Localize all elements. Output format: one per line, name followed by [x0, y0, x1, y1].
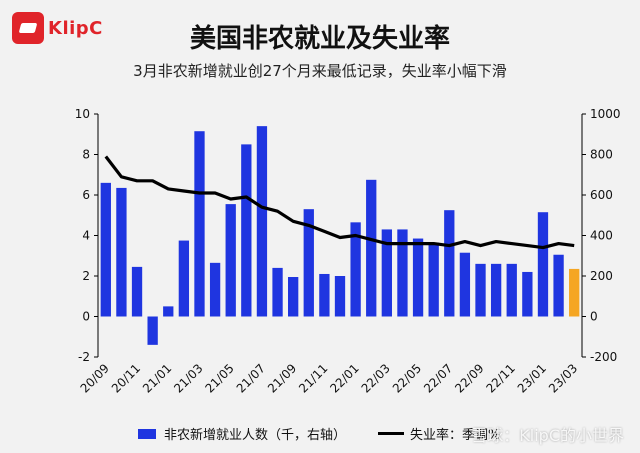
watermark: 雪球：KlipC的小世界 — [471, 426, 624, 445]
bar-mark — [256, 126, 268, 317]
x-axis-tick-label: 21/09 — [265, 361, 299, 395]
bar-mark — [163, 306, 174, 317]
brand-logo: KlipC — [12, 12, 103, 44]
bar-mark — [131, 266, 143, 317]
bar-mark — [225, 204, 236, 317]
right-axis-tick-label: 1000 — [590, 107, 621, 121]
right-axis-tick-label: 400 — [590, 229, 613, 243]
bar-mark — [288, 277, 299, 317]
bar-mark — [116, 187, 127, 317]
left-axis-tick-label: 2 — [82, 269, 90, 283]
bar-mark — [147, 316, 158, 345]
bar-mark — [350, 222, 361, 317]
bar-mark — [475, 263, 486, 317]
x-axis-tick-label: 22/11 — [484, 361, 518, 395]
right-axis-tick-label: 600 — [590, 188, 613, 202]
bar-mark — [428, 242, 439, 317]
bar-mark — [397, 229, 408, 317]
x-axis-tick-label: 23/03 — [546, 361, 580, 395]
unemployment-line — [104, 155, 575, 250]
right-axis-tick-label: 200 — [590, 269, 613, 283]
bar-mark — [412, 238, 424, 317]
left-axis-tick-label: 6 — [82, 188, 90, 202]
bar-mark — [334, 276, 346, 317]
right-axis-tick-label: -200 — [590, 350, 617, 364]
legend-item-bars: 非农新增就业人数（千，右轴） — [138, 424, 346, 443]
bar-mark — [459, 252, 471, 317]
bar-mark — [444, 210, 455, 317]
logo-mark-icon — [12, 12, 44, 44]
left-axis-tick-label: 10 — [75, 107, 90, 121]
x-axis-tick-label: 21/03 — [171, 361, 205, 395]
x-axis-tick-label: 20/11 — [109, 361, 143, 395]
bar-mark — [319, 273, 330, 317]
legend-bar-label: 非农新增就业人数（千，右轴） — [164, 428, 347, 443]
left-axis-tick-label: -2 — [78, 350, 90, 364]
left-axis-tick-label: 4 — [82, 229, 90, 243]
bar-mark — [537, 212, 549, 317]
x-axis-tick-label: 21/01 — [140, 361, 174, 395]
bar-mark — [381, 229, 392, 317]
bar-mark — [241, 144, 252, 317]
bar-mark — [522, 271, 533, 317]
bar-mark — [100, 182, 111, 317]
x-axis-tick-label: 21/11 — [296, 361, 330, 395]
bar-mark — [209, 262, 221, 317]
x-axis-tick-label: 21/07 — [234, 361, 268, 395]
right-axis-tick-label: 800 — [590, 148, 613, 162]
left-axis-tick-label: 0 — [82, 310, 90, 324]
left-axis-tick-label: 8 — [82, 148, 90, 162]
legend-bar-swatch — [138, 428, 156, 439]
chart-subtitle: 3月非农新增就业创27个月来最低记录，失业率小幅下滑 — [133, 62, 507, 80]
legend-line-label: 失业率：季调% — [410, 428, 501, 443]
bar-mark — [303, 209, 314, 317]
bar-mark — [553, 254, 564, 317]
x-axis-tick-label: 22/09 — [452, 361, 486, 395]
bar-mark — [366, 179, 377, 317]
x-axis-tick-label: 23/01 — [515, 361, 549, 395]
x-axis-tick-label: 22/07 — [421, 361, 455, 395]
bar-mark — [506, 263, 517, 317]
legend-line-swatch — [378, 432, 404, 435]
x-axis-tick-label: 20/09 — [78, 361, 112, 395]
legend-item-line: 失业率：季调% — [378, 424, 500, 443]
x-axis-tick-label: 22/05 — [390, 361, 424, 395]
x-axis-tick-label: 21/05 — [202, 361, 236, 395]
chart-title: 美国非农就业及失业率 — [189, 24, 450, 54]
bar-mark — [178, 240, 190, 317]
x-axis-tick-label: 22/03 — [359, 361, 393, 395]
logo-text: KlipC — [48, 17, 103, 39]
bar-mark — [194, 131, 205, 317]
bar-mark — [272, 267, 283, 317]
right-axis-tick-label: 0 — [590, 310, 598, 324]
bar-mark — [490, 263, 502, 317]
x-axis-tick-label: 22/01 — [327, 361, 361, 395]
bar-mark — [569, 268, 580, 317]
